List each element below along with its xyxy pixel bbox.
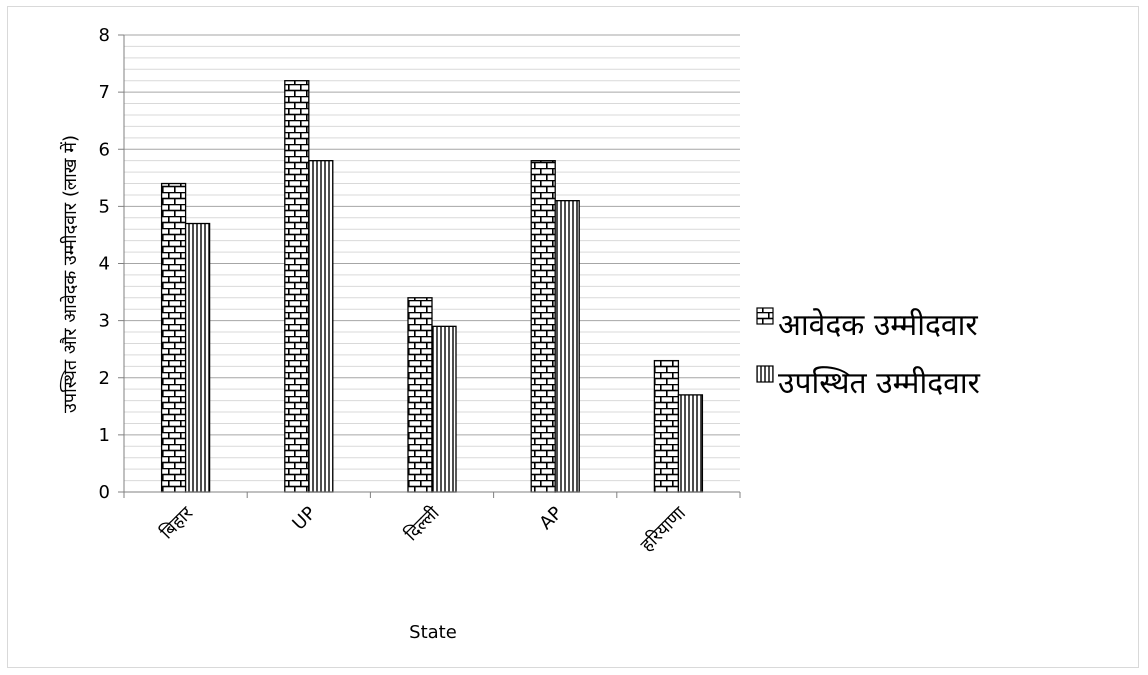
bar-appeared-2 bbox=[431, 325, 457, 493]
bar-applied-2 bbox=[407, 297, 433, 493]
bar-appeared-4 bbox=[677, 394, 704, 493]
x-axis-title: State bbox=[409, 622, 457, 643]
legend-label-appeared: उपस्थित उम्मीदवार bbox=[778, 366, 981, 401]
y-tick-label: 7 bbox=[99, 82, 110, 103]
bar-applied-3 bbox=[530, 160, 556, 493]
x-tick-label: दिल्ली bbox=[400, 502, 444, 546]
legend-swatch-applied bbox=[756, 307, 774, 325]
legend: आवेदक उम्मीदवार उपस्थित उम्मीदवार bbox=[756, 307, 981, 401]
y-axis-title: उपस्थित और आवेदक उम्मीदवार (लाख में) bbox=[59, 135, 81, 413]
y-tick-label: 6 bbox=[99, 139, 110, 160]
y-tick-label: 0 bbox=[99, 482, 110, 503]
axes bbox=[118, 34, 741, 498]
y-tick-label: 8 bbox=[99, 25, 110, 46]
bar-applied-0 bbox=[160, 182, 187, 493]
bar-appeared-3 bbox=[554, 200, 580, 493]
bar-applied-1 bbox=[284, 80, 310, 493]
x-tick-label: UP bbox=[288, 503, 320, 535]
bar-appeared-1 bbox=[308, 160, 334, 493]
y-tick-label: 3 bbox=[99, 311, 110, 332]
legend-label-applied: आवेदक उम्मीदवार bbox=[778, 308, 978, 343]
x-tick-label: AP bbox=[536, 503, 567, 534]
legend-swatch-appeared bbox=[756, 365, 774, 383]
y-tick-label: 5 bbox=[99, 196, 110, 217]
bar-appeared-0 bbox=[184, 222, 211, 493]
y-tick-label: 4 bbox=[99, 254, 110, 275]
y-tick-label: 2 bbox=[99, 368, 110, 389]
y-tick-label: 1 bbox=[99, 425, 110, 446]
x-tick-label: बिहार bbox=[156, 502, 198, 544]
x-tick-label: हरियाणा bbox=[636, 502, 690, 556]
bar-applied-4 bbox=[653, 359, 680, 493]
